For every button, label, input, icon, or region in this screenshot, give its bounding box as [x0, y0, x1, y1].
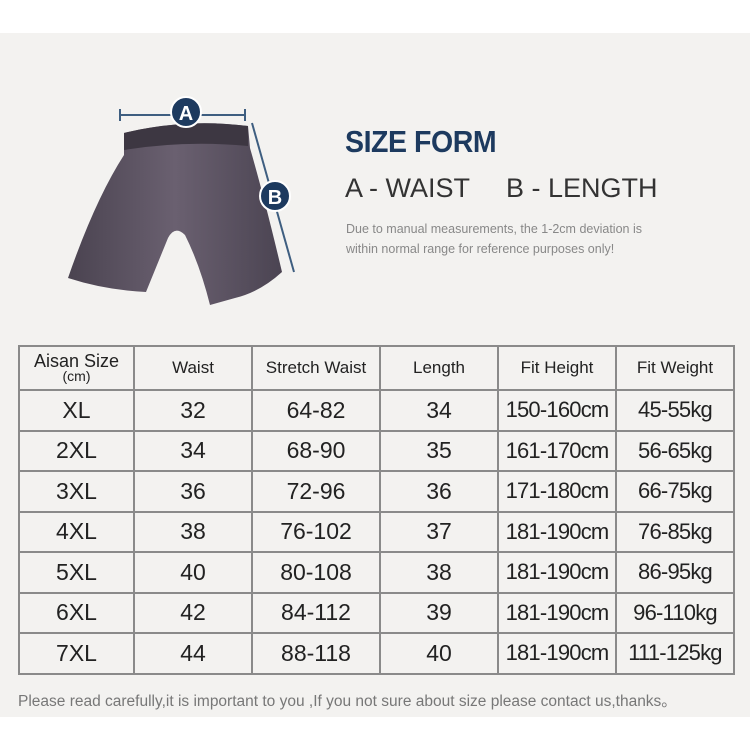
cell-size: XL: [18, 389, 135, 432]
cell-waist: 38: [133, 510, 253, 553]
cell-fit-height: 181-190cm: [497, 551, 617, 594]
cell-fit-height: 181-190cm: [497, 591, 617, 634]
table-row: 3XL 36 72-96 36 171-180cm 66-75kg: [18, 470, 735, 513]
table-header-row: Aisan Size (cm) Waist Stretch Waist Lengt…: [18, 345, 735, 391]
header-fit-height: Fit Height: [497, 345, 617, 391]
cell-size: 6XL: [18, 591, 135, 634]
cell-size: 4XL: [18, 510, 135, 553]
marker-b-label: B: [268, 187, 282, 209]
cell-fit-weight: 96-110kg: [615, 591, 735, 634]
cell-fit-height: 181-190cm: [497, 632, 617, 675]
cell-fit-height: 150-160cm: [497, 389, 617, 432]
table-row: 4XL 38 76-102 37 181-190cm 76-85kg: [18, 510, 735, 553]
boxer-brief-illustration: A B: [68, 96, 295, 305]
cell-stretch-waist: 68-90: [251, 429, 381, 472]
footer-note: Please read carefully,it is important to…: [18, 693, 677, 710]
cell-length: 34: [379, 389, 499, 432]
size-table: Aisan Size (cm) Waist Stretch Waist Lengt…: [18, 345, 735, 675]
cell-fit-weight: 66-75kg: [615, 470, 735, 513]
cell-size: 5XL: [18, 551, 135, 594]
cell-stretch-waist: 88-118: [251, 632, 381, 675]
cell-fit-weight: 111-125kg: [615, 632, 735, 675]
cell-fit-height: 161-170cm: [497, 429, 617, 472]
cell-fit-weight: 76-85kg: [615, 510, 735, 553]
page-title: SIZE FORM: [345, 124, 497, 159]
cell-fit-height: 181-190cm: [497, 510, 617, 553]
cell-length: 39: [379, 591, 499, 634]
cell-waist: 42: [133, 591, 253, 634]
cell-waist: 36: [133, 470, 253, 513]
label-length: B - LENGTH: [506, 173, 658, 203]
marker-b-icon: [259, 180, 291, 212]
cell-length: 38: [379, 551, 499, 594]
table-row: 5XL 40 80-108 38 181-190cm 86-95kg: [18, 551, 735, 594]
marker-a-label: A: [179, 103, 193, 125]
cell-fit-height: 171-180cm: [497, 470, 617, 513]
table-row: 7XL 44 88-118 40 181-190cm 111-125kg: [18, 632, 735, 675]
cell-length: 40: [379, 632, 499, 675]
cell-fit-weight: 45-55kg: [615, 389, 735, 432]
cell-length: 36: [379, 470, 499, 513]
cell-fit-weight: 86-95kg: [615, 551, 735, 594]
table-row: 2XL 34 68-90 35 161-170cm 56-65kg: [18, 429, 735, 472]
cell-fit-weight: 56-65kg: [615, 429, 735, 472]
header-size: Aisan Size (cm): [18, 345, 135, 391]
marker-a-icon: [170, 96, 202, 128]
cell-stretch-waist: 64-82: [251, 389, 381, 432]
label-waist: A - WAIST: [345, 173, 471, 203]
cell-length: 35: [379, 429, 499, 472]
cell-stretch-waist: 72-96: [251, 470, 381, 513]
cell-size: 3XL: [18, 470, 135, 513]
cell-waist: 40: [133, 551, 253, 594]
cell-stretch-waist: 80-108: [251, 551, 381, 594]
cell-waist: 32: [133, 389, 253, 432]
header-fit-weight: Fit Weight: [615, 345, 735, 391]
table-row: 6XL 42 84-112 39 181-190cm 96-110kg: [18, 591, 735, 634]
measurement-note: Due to manual measurements, the 1-2cm de…: [346, 222, 642, 256]
header-stretch-waist: Stretch Waist: [251, 345, 381, 391]
cell-length: 37: [379, 510, 499, 553]
cell-stretch-waist: 76-102: [251, 510, 381, 553]
header-waist: Waist: [133, 345, 253, 391]
cell-size: 2XL: [18, 429, 135, 472]
cell-waist: 44: [133, 632, 253, 675]
table-row: XL 32 64-82 34 150-160cm 45-55kg: [18, 389, 735, 432]
header-length: Length: [379, 345, 499, 391]
cell-size: 7XL: [18, 632, 135, 675]
cell-waist: 34: [133, 429, 253, 472]
cell-stretch-waist: 84-112: [251, 591, 381, 634]
